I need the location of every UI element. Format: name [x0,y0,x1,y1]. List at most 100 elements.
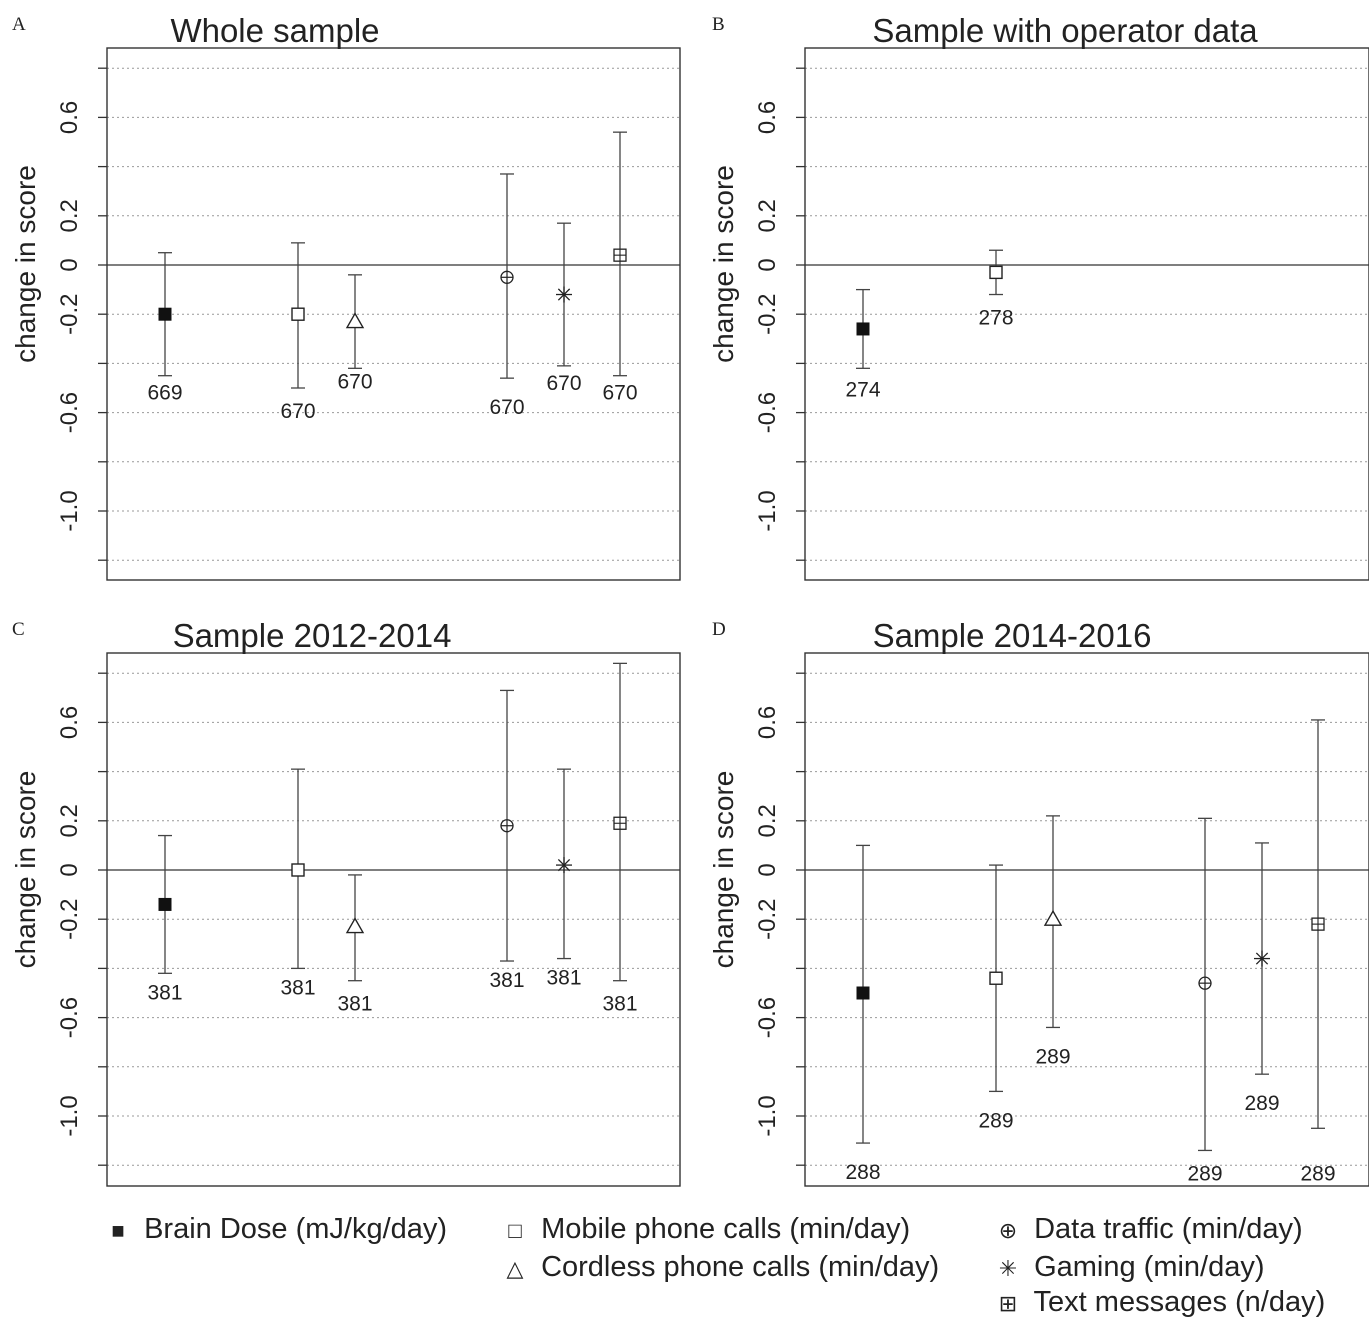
estimate-asterisk: 670 [546,222,582,395]
y-tick-label: -0.6 [56,392,83,433]
estimate-filled-square: 669 [147,252,183,405]
triangle-marker [345,312,365,329]
n-label: 670 [280,400,315,423]
estimate-asterisk: 381 [546,768,582,990]
estimate-triangle: 289 [1035,815,1071,1068]
legend: ■ Brain Dose (mJ/kg/day) □ Mobile phone … [0,1200,1369,1319]
n-label: 278 [978,307,1013,330]
square-plus-marker [613,248,627,262]
y-tick-label: 0.6 [754,706,781,739]
panel-letter: C [12,619,25,640]
y-tick-label: -1.0 [754,1095,781,1136]
legend-item-mobile-calls: □ Mobile phone calls (min/day) [497,1212,910,1248]
legend-item-cordless-calls: △ Cordless phone calls (min/day) [497,1250,940,1286]
panel-c: 0.6 0.2 0 -0.2 -0.6 -1.0 change in score C Sampl… [10,617,681,1187]
legend-label: Data traffic (min/day) [1034,1213,1303,1245]
y-tick-label: -1.0 [56,490,83,531]
legend-label: Text messages (n/day) [1033,1286,1326,1318]
asterisk-marker [1254,950,1270,967]
panel-title: Sample 2012-2014 [173,617,452,654]
y-tick-label: 0 [56,258,83,271]
estimate-open-square: 278 [978,249,1014,330]
circle-plus-icon: ⊕ [998,1218,1018,1243]
estimate-filled-square: 274 [845,288,881,401]
legend-label: Cordless phone calls (min/day) [541,1251,940,1283]
circle-plus-marker [500,819,514,833]
triangle-marker [1043,909,1063,926]
panel-title: Sample with operator data [872,12,1258,49]
open-square-marker [291,307,305,321]
estimate-open-square: 289 [978,864,1014,1132]
circle-plus-marker [500,270,514,284]
panel-b: 0.6 0.2 0 -0.2 -0.6 -1.0 change in score B Sampl… [708,12,1369,581]
estimate-square-plus: 289 [1300,719,1336,1185]
n-label: 381 [337,993,372,1016]
asterisk-marker [556,857,572,874]
n-label: 289 [1187,1162,1222,1185]
legend-label: Mobile phone calls (min/day) [541,1213,911,1245]
y-axis-label: change in score [10,165,41,363]
n-label: 274 [845,378,880,401]
n-label: 670 [489,396,524,419]
estimate-filled-square: 288 [845,844,881,1184]
n-label: 670 [602,382,637,405]
panel-letter: D [712,619,726,640]
n-label: 670 [546,372,581,395]
plot-area [107,672,680,1166]
y-axis-label: change in score [708,771,739,969]
panel-d: 0.6 0.2 0 -0.2 -0.6 -1.0 change in score D Sampl… [708,617,1369,1187]
square-plus-marker [613,816,627,830]
estimate-triangle: 381 [337,874,373,1016]
y-tick-label: 0.6 [56,101,83,134]
triangle-marker [345,917,365,934]
y-tick-label: 0.2 [754,199,781,232]
estimate-open-square: 381 [280,768,316,999]
filled-square-marker [158,897,172,911]
estimate-circle-plus: 381 [489,689,525,992]
y-tick-label: 0.2 [56,804,83,837]
filled-square-marker [856,986,870,1000]
y-axis-label: change in score [10,771,41,969]
y-tick-label: 0 [754,863,781,876]
y-tick-label: -1.0 [754,490,781,531]
square-plus-icon: ⊞ [998,1291,1018,1316]
n-label: 289 [978,1109,1013,1132]
panel-letter: A [12,14,26,35]
estimate-square-plus: 381 [602,662,638,1016]
y-tick-label: -0.6 [56,997,83,1038]
n-label: 670 [337,370,372,393]
n-label: 288 [845,1161,880,1184]
panel-a: 0.6 0.2 0 -0.2 -0.6 -1.0 change in score A Whole… [10,12,681,581]
asterisk-marker [556,286,572,303]
circle-plus-marker [1198,976,1212,990]
legend-item-gaming: ✳ Gaming (min/day) [990,1250,1265,1286]
y-tick-label: 0.6 [754,101,781,134]
y-tick-label: 0 [56,863,83,876]
panel-title: Whole sample [170,12,379,49]
estimate-asterisk: 289 [1244,842,1280,1115]
filled-square-marker [856,322,870,336]
y-tick-label: -1.0 [56,1095,83,1136]
open-square-marker [989,265,1003,280]
plot-area [805,67,1369,561]
panel-title: Sample 2014-2016 [873,617,1152,654]
n-label: 381 [280,976,315,999]
square-plus-marker [1311,917,1325,931]
filled-square-marker [158,307,172,321]
triangle-icon: △ [506,1256,524,1281]
estimate-open-square: 670 [280,242,316,423]
n-label: 289 [1300,1162,1335,1185]
n-label: 381 [147,981,182,1004]
legend-label: Brain Dose (mJ/kg/day) [144,1213,448,1245]
n-label: 381 [489,969,524,992]
y-tick-label: -0.2 [754,899,781,940]
y-tick-label: -0.6 [754,997,781,1038]
y-tick-label: -0.2 [56,294,83,335]
n-label: 381 [546,967,581,990]
open-square-marker [989,971,1003,985]
legend-item-data-traffic: ⊕ Data traffic (min/day) [990,1212,1303,1248]
estimate-circle-plus: 289 [1187,817,1223,1185]
estimate-triangle: 670 [337,274,373,393]
y-tick-label: 0 [754,258,781,271]
estimate-filled-square: 381 [147,834,183,1004]
